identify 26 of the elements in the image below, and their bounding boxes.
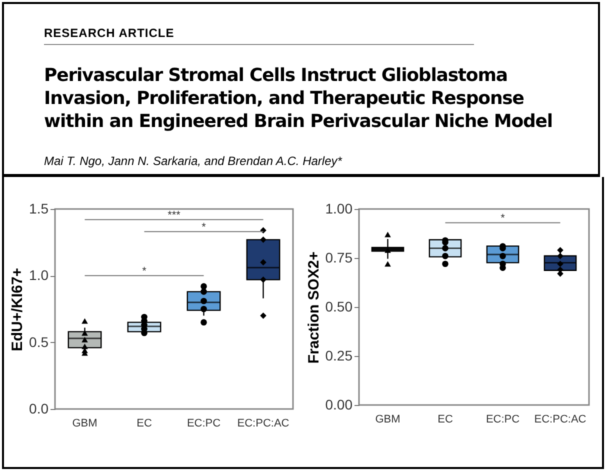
y-tick-label: 0.75 [325,250,353,266]
y-tick-label: 0.50 [325,298,353,314]
annotation: * [500,212,506,225]
x-tick-label: EC:PC:AC [534,414,586,426]
y-tick-label: 1.00 [325,200,353,216]
annotation: *** [168,210,182,222]
y-axis-title: EdU+/KI67+ [9,268,26,352]
text: RESEARCH ARTICLE [44,26,174,40]
annotation: * [202,222,207,234]
x-tick-label: EC [136,418,152,430]
y-tick-label: 1.5 [29,200,49,216]
x-tick-label: EC:PC:AC [237,418,290,430]
y-tick-label: 0.5 [29,334,49,350]
text: Mai T. Ngo, Jann N. Sarkaria, and Brendan A.C. Harley* [44,154,342,168]
x-tick-label: EC:PC [486,414,520,426]
x-tick-label: EC [438,414,453,426]
x-tick-label: EC:PC [186,418,221,430]
annotation: * [142,266,148,278]
x-tick-label: GBM [72,418,98,430]
x-tick-label: GBM [375,414,400,426]
y-tick-label: 0.25 [325,348,353,364]
y-tick-label: 0.0 [29,400,49,416]
y-tick-label: 0.00 [325,396,353,412]
y-tick-label: 1.0 [29,267,49,284]
y-axis-title: Fraction SOX2+ [305,251,322,364]
text: Perivascular Stromal Cells Instruct Glioblastoma Invasion, Proliferation, and Therapeutic Response within an Engineered Brain Perivascular Niche Model [44,64,554,133]
